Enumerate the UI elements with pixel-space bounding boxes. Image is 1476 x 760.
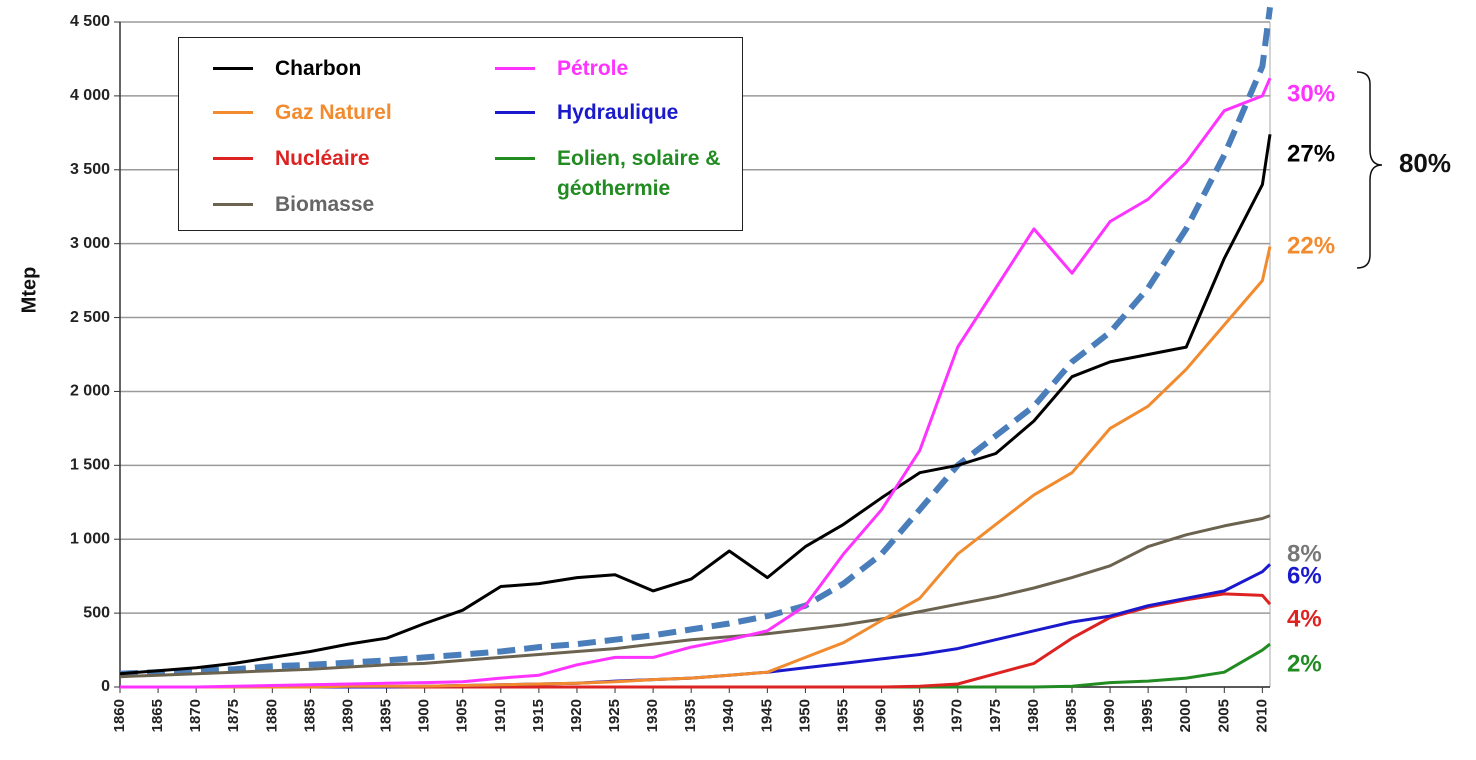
x-tick-label: 1980 [1025,699,1042,732]
x-tick-label: 1870 [187,699,204,732]
series-line [120,77,1272,689]
x-tick-label: 1950 [796,699,813,732]
x-tick-label: 1955 [834,699,851,732]
x-tick-label: 1890 [339,699,356,732]
brace [1356,71,1383,269]
share-label: 2% [1287,650,1322,677]
y-tick-label: 1 500 [70,457,110,474]
legend-item: Biomasse [213,190,374,220]
x-tick-label: 1910 [492,699,509,732]
legend-item: Gaz Naturel [213,98,392,128]
series-line [119,134,1272,676]
x-tick-label: 1985 [1063,699,1080,732]
y-tick-label: 500 [83,604,110,621]
y-tick-label: 1 000 [70,530,110,547]
x-tick-label: 1965 [911,699,928,732]
x-tick-label: 1935 [682,699,699,732]
x-tick-label: 1885 [301,699,318,732]
legend-item: Pétrole [495,54,628,84]
x-tick-label: 1945 [758,699,775,732]
legend: Charbon Gaz Naturel Nucléaire Biomasse Pétro… [178,37,743,231]
y-tick-label: 4 500 [70,13,110,30]
y-tick-label: 2 500 [70,309,110,326]
x-tick-label: 2005 [1215,699,1232,732]
legend-label: Nucléaire [275,147,370,170]
x-tick-label: 1975 [987,699,1004,732]
legend-swatch [213,203,253,206]
legend-item: Nucléaire [213,144,370,174]
legend-swatch [495,111,535,114]
legend-swatch [213,67,253,70]
legend-label: Pétrole [557,57,629,80]
y-tick-label: 3 000 [70,235,110,252]
share-label: 22% [1287,232,1335,259]
legend-label: Charbon [275,57,362,80]
series-line [120,246,1272,689]
x-tick-label: 1990 [1101,699,1118,732]
share-label: 30% [1287,80,1335,107]
y-tick-label: 3 500 [70,161,110,178]
total-label: 80% [1399,148,1451,178]
legend-swatch [495,67,535,70]
x-tick-label: 1880 [263,699,280,732]
x-tick-label: 1875 [225,699,242,732]
share-label: 4% [1287,605,1322,632]
x-tick-label: 1900 [416,699,433,732]
y-tick-label: 4 000 [70,87,110,104]
x-tick-label: 1940 [720,699,737,732]
series-line [119,514,1271,679]
legend-item: Hydraulique [495,98,678,128]
x-tick-label: 1970 [949,699,966,732]
x-tick-label: 2000 [1177,699,1194,732]
legend-item: Charbon [213,54,361,84]
legend-label: Gaz Naturel [275,101,392,124]
x-tick-label: 2010 [1253,699,1270,732]
share-label: 6% [1287,562,1322,589]
legend-label: Biomasse [275,193,375,216]
y-axis-label: Mtep [18,267,40,314]
legend-swatch [213,111,253,114]
legend-label: Eolien, solaire & géothermie [557,147,721,200]
legend-swatch [495,157,535,160]
trend-line [119,6,1273,677]
legend-item: Eolien, solaire & géothermie [495,144,742,204]
x-tick-label: 1860 [111,699,128,732]
x-tick-label: 1905 [454,699,471,732]
y-tick-label: 2 000 [70,383,110,400]
x-tick-label: 1920 [568,699,585,732]
y-tick-label: 0 [101,678,110,695]
x-tick-label: 1925 [606,699,623,732]
legend-label: Hydraulique [557,101,679,124]
x-tick-label: 1995 [1139,699,1156,732]
share-label: 27% [1287,140,1335,167]
x-tick-label: 1915 [530,699,547,732]
legend-swatch [213,157,253,160]
share-label: 8% [1287,540,1322,567]
x-tick-label: 1930 [644,699,661,732]
x-tick-label: 1895 [378,699,395,732]
x-tick-label: 1960 [873,699,890,732]
x-tick-label: 1865 [149,699,166,732]
